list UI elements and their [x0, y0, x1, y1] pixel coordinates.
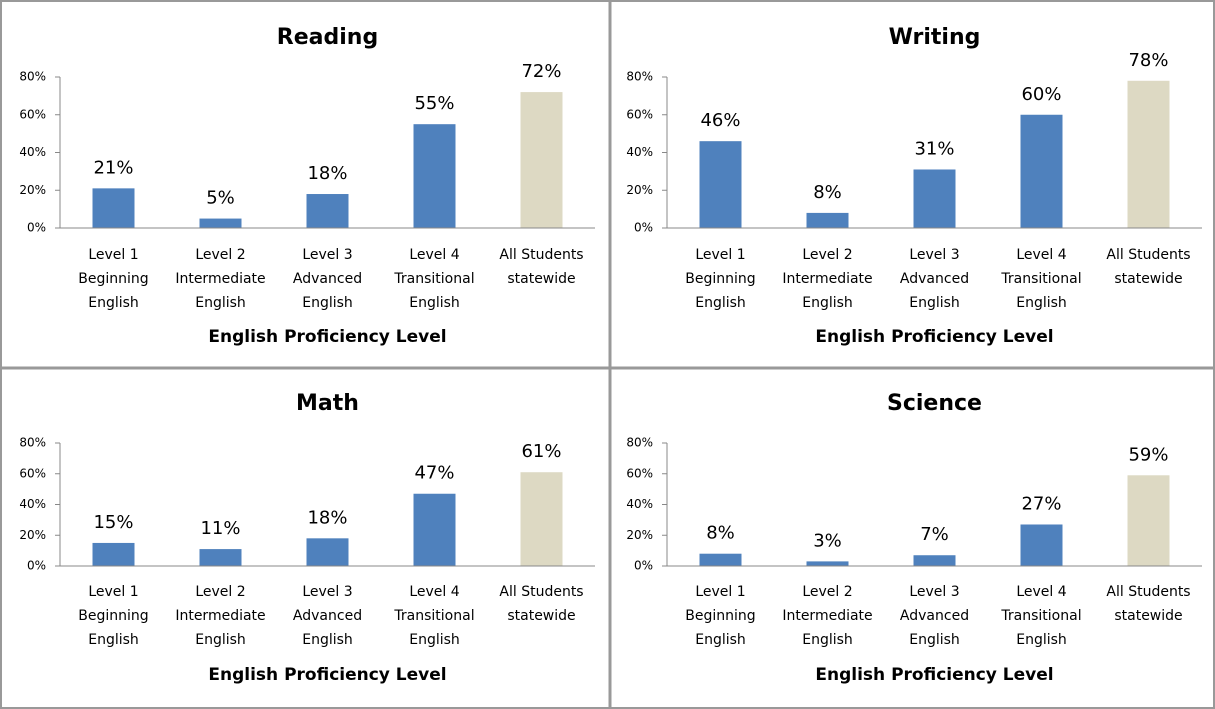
- bar: [520, 472, 563, 566]
- x-tick-label: Level 2 Intermediate English: [175, 247, 265, 311]
- bar: [306, 194, 349, 228]
- x-tick-label: Level 2 Intermediate English: [175, 584, 265, 648]
- value-label: 55%: [414, 93, 454, 114]
- x-tick-label: All Students statewide: [499, 247, 583, 287]
- value-label: 47%: [414, 463, 454, 484]
- value-label: 21%: [93, 157, 133, 178]
- x-tick-label: Level 1 Beginning English: [78, 584, 148, 648]
- bar: [806, 212, 849, 228]
- bar: [699, 141, 742, 228]
- y-tick-label: 0%: [27, 221, 46, 235]
- x-tick-label: Level 1 Beginning English: [685, 247, 755, 311]
- chart-title: Writing: [889, 25, 981, 50]
- value-label: 11%: [200, 518, 240, 539]
- x-axis-label: English Proficiency Level: [208, 327, 446, 347]
- bar: [306, 538, 349, 566]
- bar: [1127, 80, 1170, 229]
- bar: [92, 188, 135, 228]
- value-label: 61%: [521, 441, 561, 462]
- y-tick-label: 0%: [27, 559, 46, 573]
- y-tick-label: 20%: [626, 528, 653, 542]
- value-label: 59%: [1128, 444, 1168, 465]
- y-tick-label: 60%: [626, 107, 653, 121]
- value-label: 8%: [813, 182, 842, 203]
- value-label: 3%: [813, 530, 842, 551]
- y-tick-label: 80%: [626, 70, 653, 84]
- x-tick-label: Level 1 Beginning English: [685, 584, 755, 648]
- chart-title: Math: [296, 391, 359, 416]
- value-label: 15%: [93, 512, 133, 533]
- y-tick-label: 60%: [19, 107, 46, 121]
- y-tick-label: 40%: [626, 497, 653, 511]
- value-label: 18%: [307, 163, 347, 184]
- y-tick-label: 80%: [19, 436, 46, 450]
- x-tick-label: Level 4 Transitional English: [393, 584, 474, 648]
- bar: [92, 542, 135, 566]
- y-tick-label: 80%: [626, 436, 653, 450]
- chart-title: Reading: [277, 25, 378, 50]
- bar: [1020, 524, 1063, 566]
- y-tick-label: 20%: [19, 183, 46, 197]
- x-tick-label: Level 4 Transitional English: [1000, 584, 1081, 648]
- x-tick-label: All Students statewide: [1106, 584, 1190, 624]
- x-axis-label: English Proficiency Level: [815, 665, 1053, 685]
- value-label: 60%: [1021, 84, 1061, 105]
- x-tick-label: Level 3 Advanced English: [900, 247, 969, 311]
- x-tick-label: Level 3 Advanced English: [293, 584, 362, 648]
- value-label: 31%: [914, 138, 954, 159]
- x-tick-label: Level 4 Transitional English: [1000, 247, 1081, 311]
- bar: [1020, 114, 1063, 228]
- y-tick-label: 60%: [19, 466, 46, 480]
- value-label: 5%: [206, 188, 235, 209]
- x-tick-label: Level 2 Intermediate English: [782, 247, 872, 311]
- value-label: 8%: [706, 523, 735, 544]
- y-tick-label: 0%: [634, 221, 653, 235]
- y-tick-label: 0%: [634, 559, 653, 573]
- y-tick-label: 20%: [19, 528, 46, 542]
- x-tick-label: All Students statewide: [1106, 247, 1190, 287]
- bar: [913, 169, 956, 228]
- bar: [1127, 475, 1170, 566]
- x-axis-label: English Proficiency Level: [208, 665, 446, 685]
- bar: [413, 493, 456, 566]
- bar: [913, 555, 956, 566]
- value-label: 18%: [307, 507, 347, 528]
- x-tick-label: Level 3 Advanced English: [293, 247, 362, 311]
- y-tick-label: 20%: [626, 183, 653, 197]
- y-tick-label: 60%: [626, 466, 653, 480]
- value-label: 27%: [1021, 493, 1061, 514]
- value-label: 7%: [920, 524, 949, 545]
- x-tick-label: Level 2 Intermediate English: [782, 584, 872, 648]
- x-tick-label: Level 1 Beginning English: [78, 247, 148, 311]
- x-tick-label: All Students statewide: [499, 584, 583, 624]
- y-tick-label: 40%: [19, 145, 46, 159]
- bar: [199, 549, 242, 566]
- bar: [520, 92, 563, 228]
- value-label: 72%: [521, 61, 561, 82]
- x-tick-label: Level 4 Transitional English: [393, 247, 474, 311]
- chart-title: Science: [887, 391, 982, 416]
- y-tick-label: 40%: [19, 497, 46, 511]
- bar: [413, 124, 456, 228]
- bar: [699, 553, 742, 566]
- value-label: 46%: [700, 110, 740, 131]
- y-tick-label: 40%: [626, 145, 653, 159]
- x-tick-label: Level 3 Advanced English: [900, 584, 969, 648]
- value-label: 78%: [1128, 50, 1168, 71]
- bar: [199, 218, 242, 228]
- y-tick-label: 80%: [19, 70, 46, 84]
- x-axis-label: English Proficiency Level: [815, 327, 1053, 347]
- bar: [806, 561, 849, 566]
